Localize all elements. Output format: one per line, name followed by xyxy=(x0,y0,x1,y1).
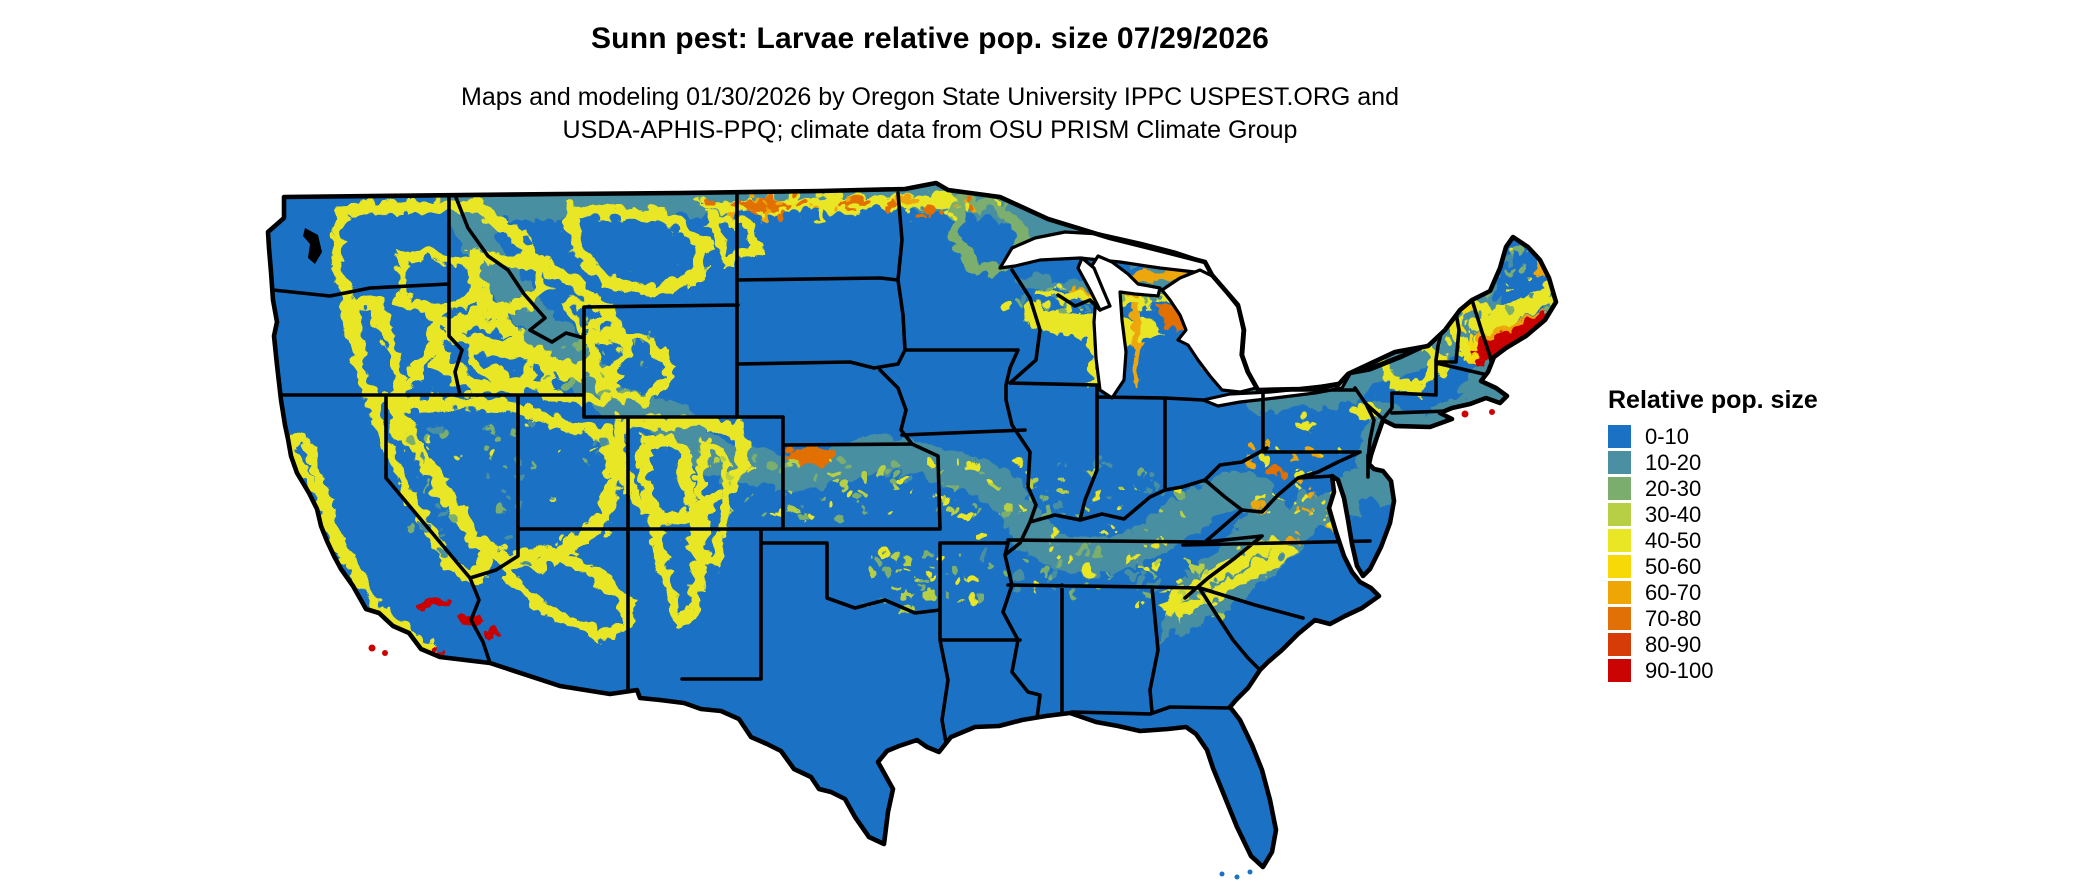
map-credits: Maps and modeling 01/30/2026 by Oregon S… xyxy=(130,81,1730,147)
legend-swatch xyxy=(1608,425,1631,448)
legend-label: 20-30 xyxy=(1645,475,1702,501)
legend-item-0-10: 0-10 xyxy=(1608,423,1818,449)
us-outline xyxy=(265,180,1559,870)
legend-item-90-100: 90-100 xyxy=(1608,657,1818,683)
legend-item-70-80: 70-80 xyxy=(1608,605,1818,631)
legend-label: 40-50 xyxy=(1645,527,1702,553)
header: Sunn pest: Larvae relative pop. size 07/… xyxy=(130,22,1730,147)
legend-swatch xyxy=(1608,555,1631,578)
low-population-pockets xyxy=(390,188,1490,404)
offshore-islands xyxy=(368,409,1495,880)
legend-item-60-70: 60-70 xyxy=(1608,579,1818,605)
legend-label: 60-70 xyxy=(1645,579,1702,605)
legend: Relative pop. size 0-10 10-20 20-30 30-40 40… xyxy=(1608,386,1818,685)
legend-label: 50-60 xyxy=(1645,553,1702,579)
legend-label: 0-10 xyxy=(1645,423,1690,449)
legend-label: 80-90 xyxy=(1645,631,1702,657)
legend-swatch xyxy=(1608,477,1631,500)
legend-item-40-50: 40-50 xyxy=(1608,527,1818,553)
legend-label: 30-40 xyxy=(1645,501,1702,527)
legend-items: 0-10 10-20 20-30 30-40 40-50 50-60 60-70 70-80 8… xyxy=(1608,423,1818,683)
legend-item-50-60: 50-60 xyxy=(1608,553,1818,579)
legend-swatch xyxy=(1608,503,1631,526)
low-population-base xyxy=(268,183,1556,867)
legend-swatch xyxy=(1608,451,1631,474)
legend-item-20-30: 20-30 xyxy=(1608,475,1818,501)
legend-swatch xyxy=(1608,529,1631,552)
credits-line-2: USDA-APHIS-PPQ; climate data from OSU PR… xyxy=(562,116,1298,144)
legend-swatch xyxy=(1608,607,1631,630)
legend-label: 70-80 xyxy=(1645,605,1702,631)
state-borders xyxy=(271,191,1496,750)
legend-swatch xyxy=(1608,659,1631,682)
legend-label: 10-20 xyxy=(1645,449,1702,475)
credits-line-1: Maps and modeling 01/30/2026 by Oregon S… xyxy=(461,83,1399,111)
legend-item-80-90: 80-90 xyxy=(1608,631,1818,657)
legend-swatch xyxy=(1608,581,1631,604)
land-raster xyxy=(268,183,1556,867)
legend-label: 90-100 xyxy=(1645,657,1714,683)
puget-sound xyxy=(303,228,322,264)
legend-item-10-20: 10-20 xyxy=(1608,449,1818,475)
legend-item-30-40: 30-40 xyxy=(1608,501,1818,527)
page-title: Sunn pest: Larvae relative pop. size 07/… xyxy=(590,22,1270,55)
legend-swatch xyxy=(1608,633,1631,656)
legend-title: Relative pop. size xyxy=(1608,386,1818,414)
lake-michigan xyxy=(1086,254,1162,400)
green-bay xyxy=(1076,256,1112,312)
